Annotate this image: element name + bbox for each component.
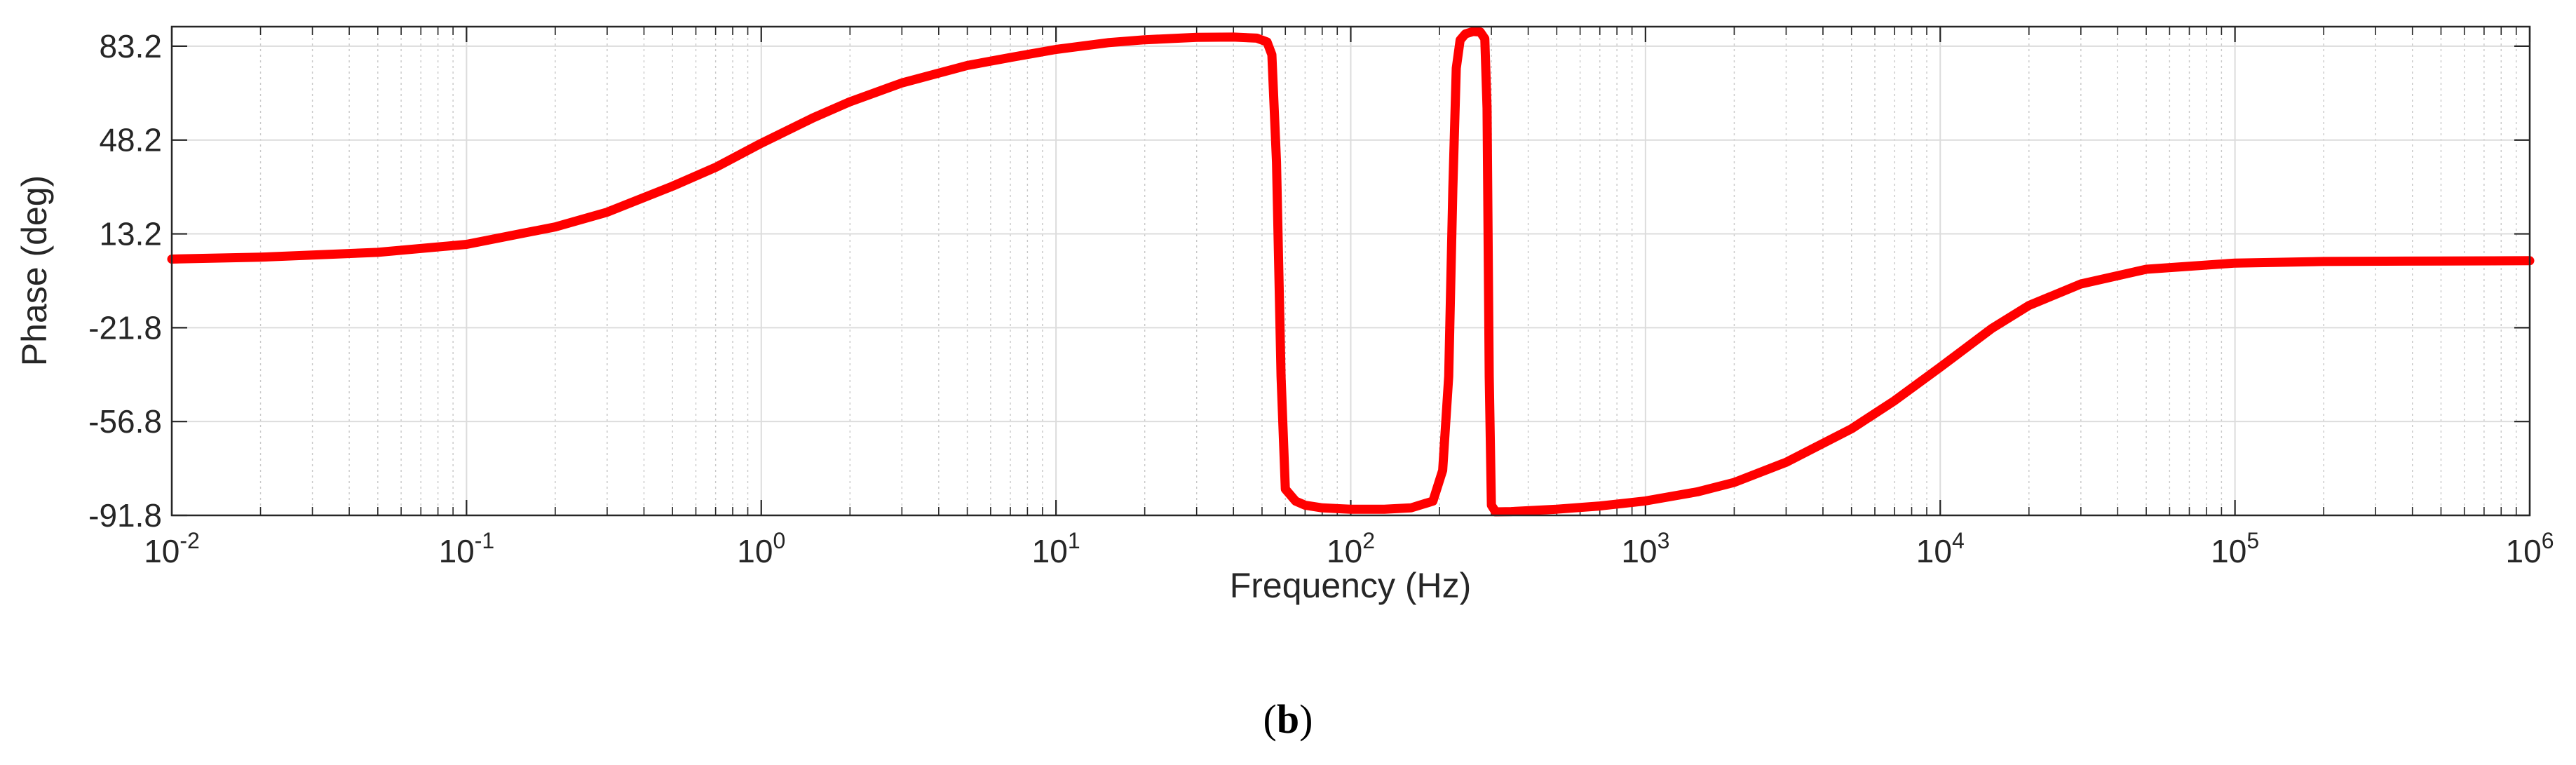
x-tick-label: 101 [1032,528,1080,569]
x-tick-base: 10 [737,533,773,569]
y-tick-label: 83.2 [99,28,162,65]
x-tick-exponent: 2 [1362,528,1375,553]
caption-open: ( [1263,696,1277,742]
x-tick-label: 10-1 [439,528,495,569]
x-axis-title: Frequency (Hz) [1230,566,1472,605]
x-tick-exponent: 5 [2246,528,2259,553]
y-tick-label: -91.8 [88,497,162,534]
y-tick-labels: 83.2 48.2 13.2 -21.8 -56.8 -91.8 [88,28,162,534]
caption-close: ) [1299,696,1313,742]
x-tick-exponent: 0 [773,528,785,553]
caption-letter: b [1277,696,1299,742]
series-layer [167,27,2535,517]
x-tick-exponent: 3 [1658,528,1670,553]
x-tick-label: 103 [1621,528,1669,569]
x-tick-label: 104 [1916,528,1965,569]
x-tick-labels: 10-2 10-1 100 101 102 103 104 105 106 [144,528,2554,569]
y-tick-label: -56.8 [88,403,162,440]
x-tick-label: 105 [2211,528,2259,569]
x-tick-base: 10 [439,533,475,569]
x-tick-label: 100 [737,528,785,569]
x-tick-base: 10 [1032,533,1068,569]
x-tick-exponent: 6 [2542,528,2554,553]
x-tick-label: 10-2 [144,528,200,569]
x-tick-base: 10 [1916,533,1952,569]
figure-caption: (b) [1263,696,1313,742]
y-axis-title: Phase (deg) [15,175,54,366]
x-tick-base: 10 [144,533,179,569]
x-tick-base: 10 [1621,533,1657,569]
x-tick-base: 10 [2506,533,2542,569]
axis-ticks [170,27,2531,517]
x-tick-exponent: -2 [179,528,199,553]
y-tick-label: 13.2 [99,216,162,252]
y-tick-label: -21.8 [88,309,162,346]
x-tick-label: 106 [2506,528,2554,569]
x-tick-base: 10 [1327,533,1362,569]
x-tick-base: 10 [2211,533,2246,569]
x-tick-exponent: 4 [1952,528,1965,553]
phase-series-line [167,27,2535,517]
x-tick-exponent: 1 [1068,528,1080,553]
x-tick-label: 102 [1327,528,1375,569]
y-tick-label: 48.2 [99,122,162,158]
plot-frame [170,25,2531,517]
x-tick-exponent: -1 [475,528,494,553]
